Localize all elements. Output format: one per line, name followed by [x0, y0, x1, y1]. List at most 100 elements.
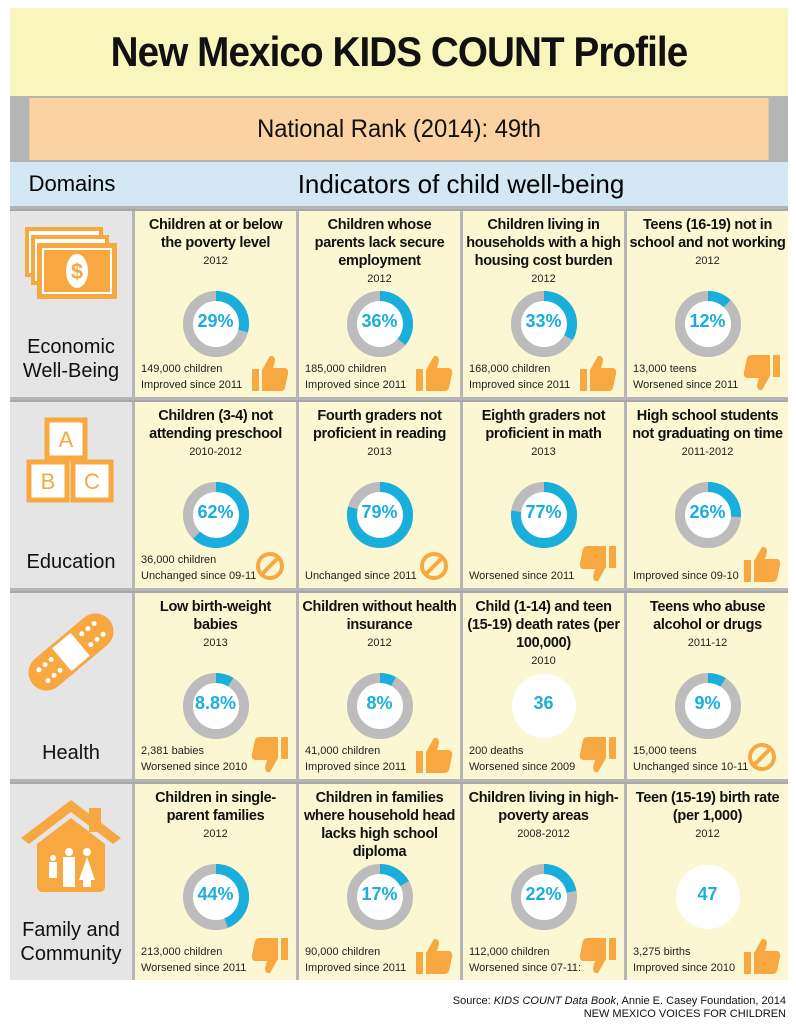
donut-value-arc [674, 673, 741, 739]
page-title: New Mexico KIDS COUNT Profile [41, 8, 757, 96]
donut-chart [674, 482, 741, 548]
indicator-title: Low birth-weight babies [159, 599, 272, 633]
domain-row: Health Low birth-weight babies 2013 8.8%… [10, 591, 788, 779]
donut-chart [182, 864, 249, 930]
donut-chart [346, 673, 413, 739]
indicator-value: 8% [366, 693, 393, 713]
indicator-title: Children in families where household hea… [303, 790, 456, 860]
domain-label: Family and Community [20, 919, 122, 965]
rate-circle [675, 865, 740, 929]
svg-text:B: B [41, 469, 56, 494]
donut-value-arc [346, 291, 413, 357]
indicator-trend: Unchanged since 2011 [305, 570, 417, 582]
donut-value-arc [182, 291, 249, 357]
source-org: NEW MEXICO VOICES FOR CHILDREN [583, 1008, 786, 1020]
indicator-cell: Children whose parents lack secure emplo… [299, 211, 460, 397]
donut-chart [510, 291, 577, 357]
indicator-year: 2010 [531, 655, 556, 667]
indicator-value: 9% [694, 693, 721, 713]
indicator-count: 3,275 births [633, 946, 691, 958]
no-change-icon [742, 735, 782, 775]
domain-cell: Family and Community [10, 784, 132, 980]
donut-chart [182, 673, 249, 739]
indicator-cell: Children in single-parent families 2012 … [135, 784, 296, 980]
indicator-count: 90,000 children [305, 946, 381, 958]
indicator-trend: Worsened since 2010 [141, 761, 248, 773]
indicator-year: 2013 [531, 446, 556, 458]
domain-label: Health [42, 742, 100, 764]
indicator-cell: Teens who abuse alcohol or drugs 2011-12… [627, 593, 788, 779]
donut-value-arc [182, 673, 249, 739]
indicator-trend: Improved since 2010 [633, 962, 736, 974]
donut-chart [346, 291, 413, 357]
indicator-title: Teens (16-19) not in school and not work… [629, 217, 786, 251]
thumbs-down-icon [578, 936, 618, 976]
domain-cell: Health [10, 593, 132, 779]
indicator-cell: Teen (15-19) birth rate (per 1,000) 2012… [627, 784, 788, 980]
indicator-cell: Children at or below the poverty level 2… [135, 211, 296, 397]
indicator-cell: Children living in households with a hig… [463, 211, 624, 397]
donut-value-arc [346, 673, 413, 739]
indicator-year: 2010-2012 [189, 446, 242, 458]
indicator-year: 2011-12 [687, 637, 728, 649]
indicator-title: Teen (15-19) birth rate (per 1,000) [635, 790, 780, 824]
indicator-count: 213,000 children [141, 946, 223, 958]
indicator-count: 168,000 children [469, 363, 551, 375]
domain-label: Economic Well-Being [22, 336, 120, 382]
indicator-value: 36 [533, 693, 554, 713]
indicator-cell: Eighth graders not proficient in math 20… [463, 402, 624, 588]
thumbs-up-icon [578, 353, 618, 393]
donut-chart [182, 291, 249, 357]
indicator-title: Children whose parents lack secure emplo… [314, 217, 445, 269]
no-change-icon [250, 544, 290, 584]
indicators-header: Indicators of child well-being [297, 168, 625, 199]
indicator-trend: Improved since 2011 [305, 761, 407, 773]
donut-chart [674, 673, 741, 739]
thumbs-up-icon [742, 544, 782, 584]
indicator-value: 8.8% [194, 693, 237, 713]
donut-value-arc [346, 482, 413, 548]
thumbs-up-icon [414, 936, 454, 976]
indicator-value: 17% [361, 884, 398, 904]
indicator-year: 2012 [695, 828, 720, 840]
indicator-title: Children (3-4) not attending preschool [149, 408, 282, 442]
indicator-count: 13,000 teens [633, 363, 697, 375]
source-rest: , Annie E. Casey Foundation, 2014 [615, 995, 786, 1007]
profile-table: New Mexico KIDS COUNT Profile National R… [10, 8, 788, 980]
indicator-title: Children at or below the poverty level [148, 217, 283, 251]
indicator-title: Teens who abuse alcohol or drugs [649, 599, 766, 633]
thumbs-down-icon [742, 353, 782, 393]
indicator-year: 2012 [367, 273, 392, 285]
indicator-year: 2012 [531, 273, 556, 285]
indicator-value: 62% [197, 502, 234, 522]
indicator-cell: Children living in high-poverty areas 20… [463, 784, 624, 980]
indicator-cell: Teens (16-19) not in school and not work… [627, 211, 788, 397]
domain-label: Education [26, 551, 116, 573]
indicator-trend: Worsened since 2009 [469, 761, 576, 773]
indicator-year: 2013 [203, 637, 228, 649]
indicator-trend: Improved since 2011 [305, 962, 407, 974]
indicator-year: 2012 [203, 255, 228, 267]
indicator-trend: Improved since 2011 [469, 379, 571, 391]
donut-value-arc [674, 291, 741, 357]
source-book: KIDS COUNT Data Book [493, 995, 616, 1007]
domains-header: Domains [28, 171, 116, 196]
source-note: Source: KIDS COUNT Data Book, Annie E. C… [453, 995, 786, 1021]
indicator-title: Child (1-14) and teen (15-19) death rate… [467, 599, 620, 651]
indicator-year: 2013 [367, 446, 392, 458]
indicator-year: 2008-2012 [517, 828, 570, 840]
indicator-title: Children living in households with a hig… [466, 217, 621, 269]
donut-value-arc [510, 482, 577, 548]
donut-chart [510, 864, 577, 930]
source-prefix: Source: [452, 995, 494, 1007]
indicator-title: Eighth graders not proficient in math [481, 408, 606, 442]
indicator-trend: Unchanged since 09-11 [141, 570, 257, 582]
thumbs-up-icon [250, 353, 290, 393]
donut-value-arc [510, 291, 577, 357]
indicator-count: 112,000 children [469, 946, 550, 958]
indicator-value: 47 [697, 884, 718, 904]
house-family-icon [19, 798, 123, 899]
thumbs-up-icon [414, 353, 454, 393]
indicator-year: 2012 [367, 637, 392, 649]
indicator-cell: Low birth-weight babies 2013 8.8% 2,381 … [135, 593, 296, 779]
